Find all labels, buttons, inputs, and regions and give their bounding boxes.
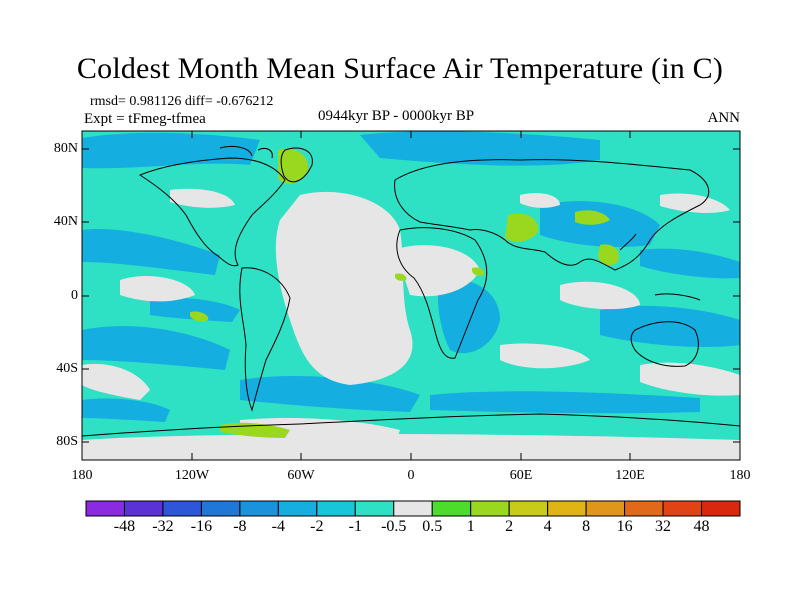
colorbar-label: 2 <box>505 518 514 535</box>
colorbar-swatch <box>431 500 472 517</box>
colorbar-swatch <box>316 500 356 517</box>
map-title: Coldest Month Mean Surface Air Temperatu… <box>76 52 724 85</box>
colorbar-swatch <box>200 500 241 517</box>
colorbar-label: 4 <box>543 518 552 535</box>
colorbar-swatch <box>585 500 626 517</box>
colorbar-label: 0.5 <box>422 518 443 535</box>
colorbar-swatch <box>393 500 433 517</box>
colorbar-swatch <box>354 500 395 517</box>
lon-label: 60E <box>509 468 533 483</box>
lon-label: 0 <box>407 468 415 483</box>
lon-label: 120E <box>615 468 645 483</box>
lon-label: 120W <box>174 468 210 483</box>
colorbar-label: 32 <box>655 518 672 535</box>
colorbar-swatch <box>624 500 664 517</box>
lat-label: 0 <box>71 288 78 303</box>
experiment-label: Expt = tFmeg-tfmea <box>84 111 206 127</box>
stats-text: rmsd= 0.981126 diff= -0.676212 <box>90 94 274 109</box>
colorbar-swatch <box>85 500 125 517</box>
lon-label: 60W <box>287 468 315 483</box>
colorbar-swatch <box>547 500 587 517</box>
colorbar-swatch <box>277 500 318 517</box>
colorbar <box>85 500 741 517</box>
lat-label: 40S <box>56 361 78 376</box>
colorbar-label: -16 <box>190 518 213 535</box>
colorbar-swatch <box>162 500 202 517</box>
colorbar-label: 1 <box>466 518 475 535</box>
lon-label: 180 <box>729 468 751 483</box>
lon-label: 180 <box>71 468 93 483</box>
cool-anomaly-regions <box>82 131 740 422</box>
colorbar-label: 16 <box>616 518 633 535</box>
axis-ticks <box>81 131 741 460</box>
colorbar-label: -1 <box>348 518 362 535</box>
warm-anomaly-regions <box>190 148 619 438</box>
colorbar-swatch <box>508 500 549 517</box>
colorbar-label: -8 <box>233 518 247 535</box>
neutral-regions <box>82 188 740 460</box>
colorbar-label: -48 <box>113 518 136 535</box>
colorbar-label: 8 <box>582 518 591 535</box>
lat-label: 80S <box>56 434 78 449</box>
colorbar-label: -0.5 <box>381 518 407 535</box>
colorbar-label: -4 <box>271 518 286 535</box>
season-label: ANN <box>707 110 741 126</box>
colorbar-swatch <box>470 500 510 517</box>
period-label: 0944kyr BP - 0000kyr BP <box>318 108 475 124</box>
colorbar-label: -2 <box>310 518 324 535</box>
lat-label: 40N <box>53 214 78 229</box>
lat-label: 80N <box>53 141 78 156</box>
colorbar-swatch <box>239 500 279 517</box>
colorbar-swatch <box>662 500 703 517</box>
colorbar-swatch <box>123 500 164 517</box>
colorbar-swatch <box>701 500 741 517</box>
coastlines <box>82 145 740 437</box>
colorbar-label: -32 <box>152 518 174 535</box>
colorbar-label: 48 <box>693 518 710 535</box>
